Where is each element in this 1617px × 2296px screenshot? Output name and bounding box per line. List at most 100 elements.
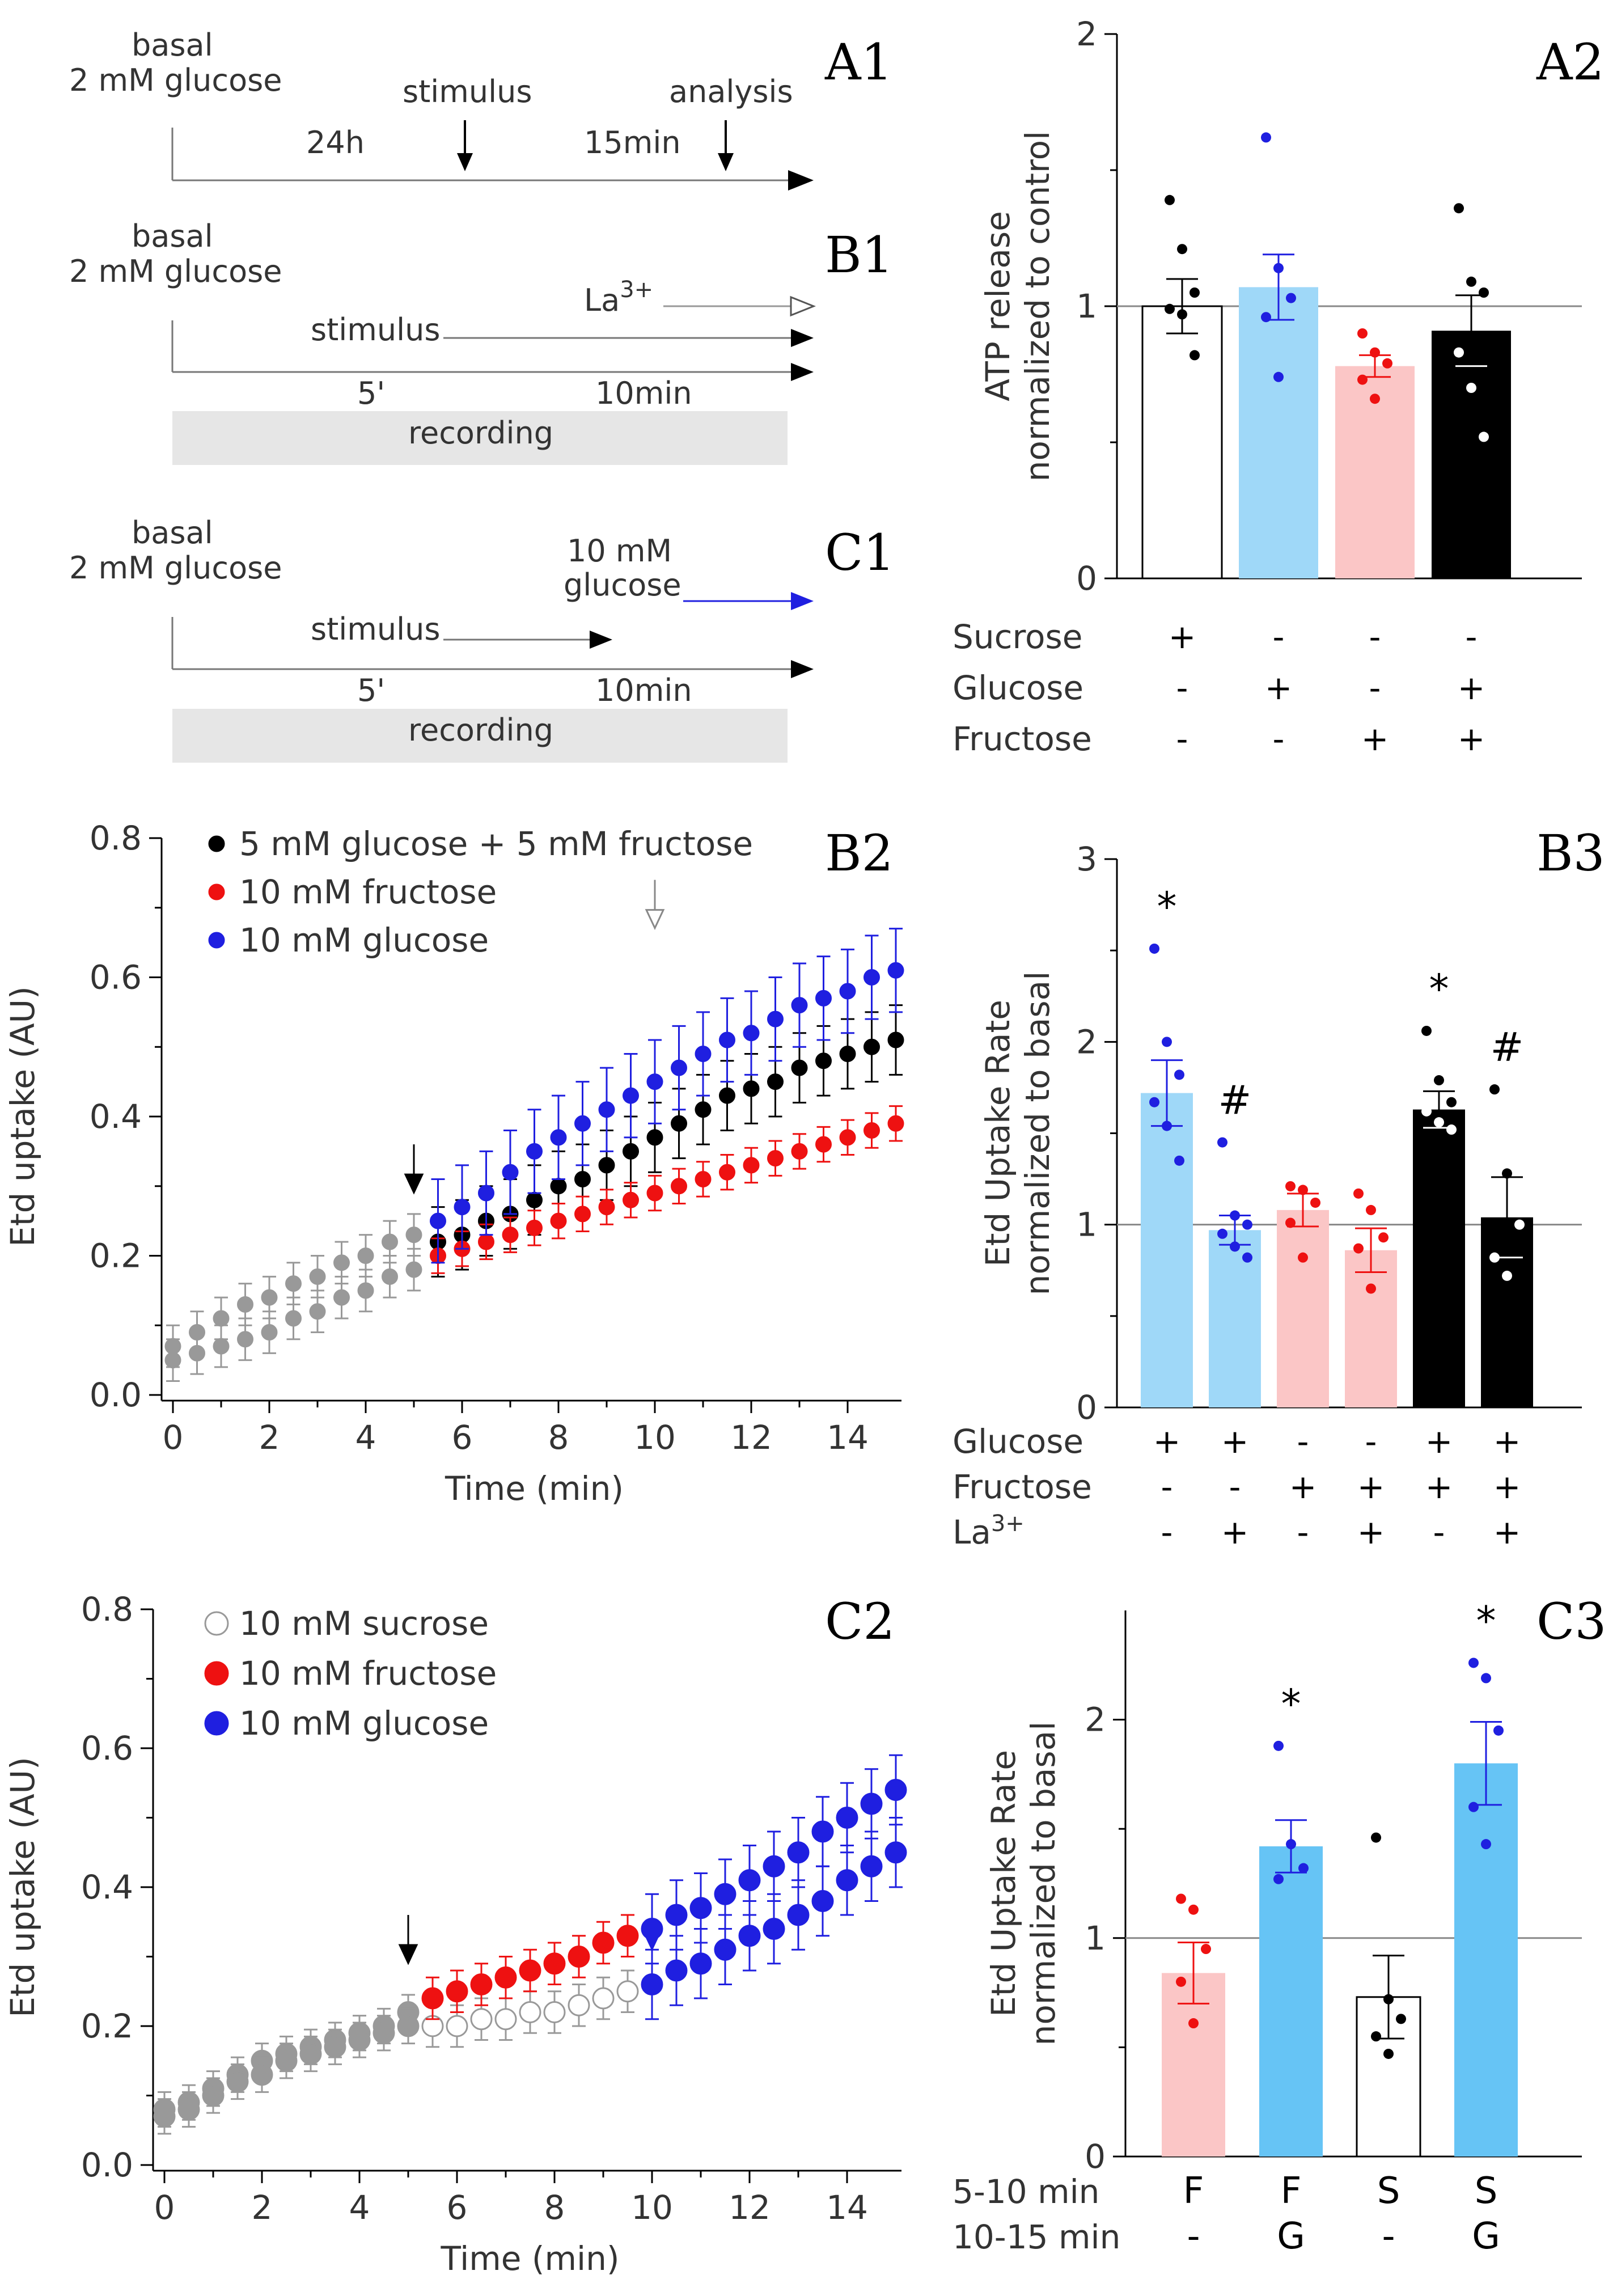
data-point: [1489, 1084, 1500, 1095]
data-point: [153, 2105, 176, 2128]
x-tick-label: 12: [729, 2188, 771, 2227]
data-point: [1468, 1657, 1479, 1668]
data-point: [714, 1883, 736, 1905]
data-point: [1468, 1802, 1479, 1812]
data-point: [646, 1129, 663, 1146]
data-point: [1371, 2031, 1381, 2042]
data-point: [1366, 1283, 1376, 1294]
bar: [1413, 1109, 1465, 1407]
data-point: [738, 1869, 761, 1892]
data-point: [1357, 374, 1368, 385]
data-point: [1286, 1839, 1296, 1850]
significance-mark: *: [1281, 1681, 1301, 1727]
c1-stimulus-label: stimulus: [311, 611, 441, 647]
data-point: [309, 1303, 326, 1320]
data-point: [226, 2070, 249, 2093]
data-point: [592, 1987, 615, 2010]
b1-glucose-label: 2 mM glucose: [69, 253, 282, 289]
stimulus-arrowhead: [645, 909, 665, 931]
data-point: [478, 1233, 494, 1250]
row-sign: +: [1169, 618, 1196, 656]
bar: [1141, 1093, 1193, 1407]
data-point: [884, 1841, 907, 1864]
y-tick-label: 0.6: [81, 1729, 133, 1768]
row-sign: G: [1277, 2215, 1305, 2257]
data-point: [285, 1310, 302, 1327]
data-point: [743, 1025, 760, 1042]
data-point: [550, 1178, 567, 1195]
data-point: [1466, 383, 1476, 393]
data-point: [1310, 1197, 1320, 1208]
data-point: [791, 1059, 808, 1076]
y-tick-label: 1: [1085, 1919, 1106, 1957]
significance-mark: *: [1157, 883, 1177, 930]
data-point: [405, 1227, 422, 1244]
row-sign: -: [1433, 1513, 1445, 1551]
data-point: [494, 1966, 517, 1989]
x-tick-label: 12: [730, 1418, 772, 1457]
timeline-c1: basal 2 mM glucose 10 mM glucose stimulu…: [69, 515, 814, 763]
row-sign: +: [1289, 1468, 1317, 1506]
legend-marker: [208, 932, 225, 949]
y-tick-label: 0.8: [81, 1590, 133, 1629]
data-point: [815, 1136, 832, 1153]
data-point: [671, 1059, 687, 1076]
row-sign: G: [1472, 2215, 1500, 2257]
legend-marker: [204, 1611, 229, 1636]
data-point: [623, 1143, 639, 1160]
data-point: [1177, 244, 1187, 255]
y-label-group: Etd Uptake Rate normalized to basal: [984, 1722, 1063, 2046]
significance-mark: #: [1491, 1024, 1524, 1071]
data-point: [213, 1310, 230, 1327]
data-point: [526, 1191, 543, 1208]
y-axis-label: Etd uptake (AU): [3, 986, 42, 1247]
data-point: [1176, 1976, 1186, 1987]
data-point: [1502, 1270, 1512, 1281]
c1-recording-bar: [172, 709, 788, 763]
c1-10mm-label: 10 mM: [567, 533, 672, 569]
row-sign: -: [1229, 1468, 1241, 1506]
legend-marker: [204, 1661, 229, 1686]
data-point: [815, 990, 832, 1007]
data-point: [568, 1994, 590, 2016]
row-sign: -: [1365, 1422, 1377, 1461]
data-point: [1273, 371, 1284, 382]
row-sign: -: [1187, 2215, 1200, 2257]
data-point: [1454, 347, 1464, 358]
b1-stimulus-label: stimulus: [311, 312, 441, 348]
y-tick-label: 3: [1076, 840, 1097, 878]
b1-la-open-arrowhead: [790, 295, 816, 317]
data-point: [641, 1973, 663, 1995]
data-point: [1188, 1904, 1199, 1915]
data-point: [1165, 303, 1175, 314]
data-point: [1357, 328, 1368, 339]
b1-recording-label: recording: [408, 415, 553, 451]
data-point: [519, 2001, 541, 2023]
data-point: [671, 1115, 687, 1132]
data-point: [598, 1101, 615, 1118]
c1-recording-label: recording: [408, 712, 553, 748]
a1-basal-label: basal: [132, 27, 213, 63]
data-point: [543, 1952, 566, 1975]
data-point: [1382, 358, 1392, 369]
b1-basal-label: basal: [132, 218, 213, 254]
row-label: La3+: [953, 1511, 1025, 1551]
data-point: [1378, 1232, 1389, 1243]
data-point: [815, 1052, 832, 1069]
b1-recording-bar: [172, 411, 788, 465]
c1-glucose-stim-label: glucose: [564, 567, 681, 603]
legend-label: 10 mM glucose: [239, 1704, 489, 1743]
data-point: [478, 1185, 494, 1202]
data-point: [1434, 1075, 1444, 1086]
legend-label: 10 mM fructose: [239, 1654, 497, 1693]
data-point: [1149, 943, 1159, 954]
data-point: [1434, 1117, 1444, 1128]
data-point: [665, 1959, 688, 1982]
data-point: [446, 1980, 468, 2003]
b1-arrowhead: [791, 363, 814, 381]
bar: [1432, 331, 1511, 578]
data-point: [526, 1143, 543, 1160]
y-tick-label: 0: [1085, 2137, 1106, 2176]
data-point: [324, 2036, 346, 2058]
